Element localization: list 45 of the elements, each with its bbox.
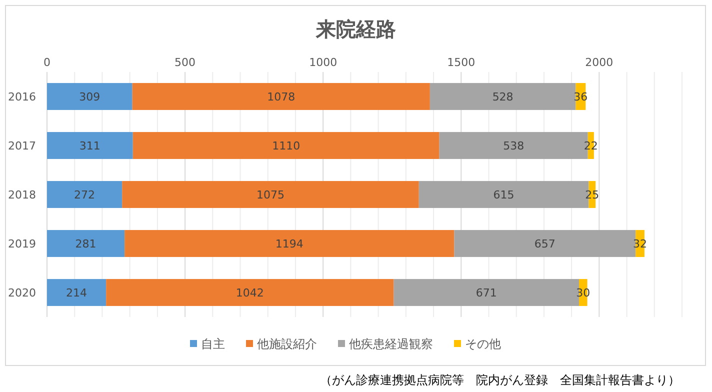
legend-label: 他疾患経過観察 [349, 337, 433, 351]
y-tick-label: 2017 [8, 140, 36, 152]
chart-title: 来院経路 [315, 17, 396, 41]
bar [124, 230, 454, 257]
y-tick-label: 2019 [8, 238, 36, 250]
y-tick-label: 2020 [8, 286, 36, 300]
text: （がん診療連携拠点病院等 院内がん登録 全国集計報告書より） [320, 373, 680, 387]
x-tick-label: 1500 [447, 56, 476, 69]
x-tick-label: 0 [44, 56, 50, 69]
自主: 309 311 272 281 214 [47, 83, 133, 306]
data-label: 671 [476, 286, 497, 300]
data-label: 1110 [272, 140, 300, 152]
data-label: 1042 [236, 286, 264, 300]
x-tick-label: 1000 [309, 56, 338, 69]
data-label: 528 [492, 90, 514, 104]
data-label: 538 [503, 140, 524, 152]
data-label: 1194 [275, 238, 304, 250]
data-label: 281 [75, 238, 96, 250]
data-label: 615 [493, 188, 514, 202]
bar [122, 181, 419, 208]
bar [47, 181, 122, 208]
bar [47, 83, 132, 110]
x-tick-label: 2000 [585, 56, 614, 69]
data-label: 214 [66, 286, 88, 300]
bar [132, 83, 430, 110]
bar [430, 83, 576, 110]
data-label: 22 [584, 140, 598, 152]
他施設紹介: 1078 1110 1075 1194 1042 [106, 83, 454, 306]
legend-label: 他施設紹介 [257, 337, 317, 351]
bar [106, 279, 394, 306]
bar [47, 279, 106, 306]
data-label: 1075 [256, 188, 284, 202]
x-tick-label: 500 [174, 56, 196, 69]
data-label: 309 [79, 90, 100, 104]
y-tick-label: 2018 [8, 188, 36, 202]
bar [47, 230, 125, 257]
data-label: 657 [534, 238, 556, 250]
bar [132, 132, 440, 159]
legend-label: 自主 [201, 337, 225, 351]
data-label: 311 [79, 140, 100, 152]
y-tick-label: 2016 [8, 90, 36, 104]
data-label: 272 [74, 188, 96, 202]
bar [47, 132, 133, 159]
legend-label: その他 [465, 337, 501, 351]
data-label: 1078 [267, 90, 296, 104]
